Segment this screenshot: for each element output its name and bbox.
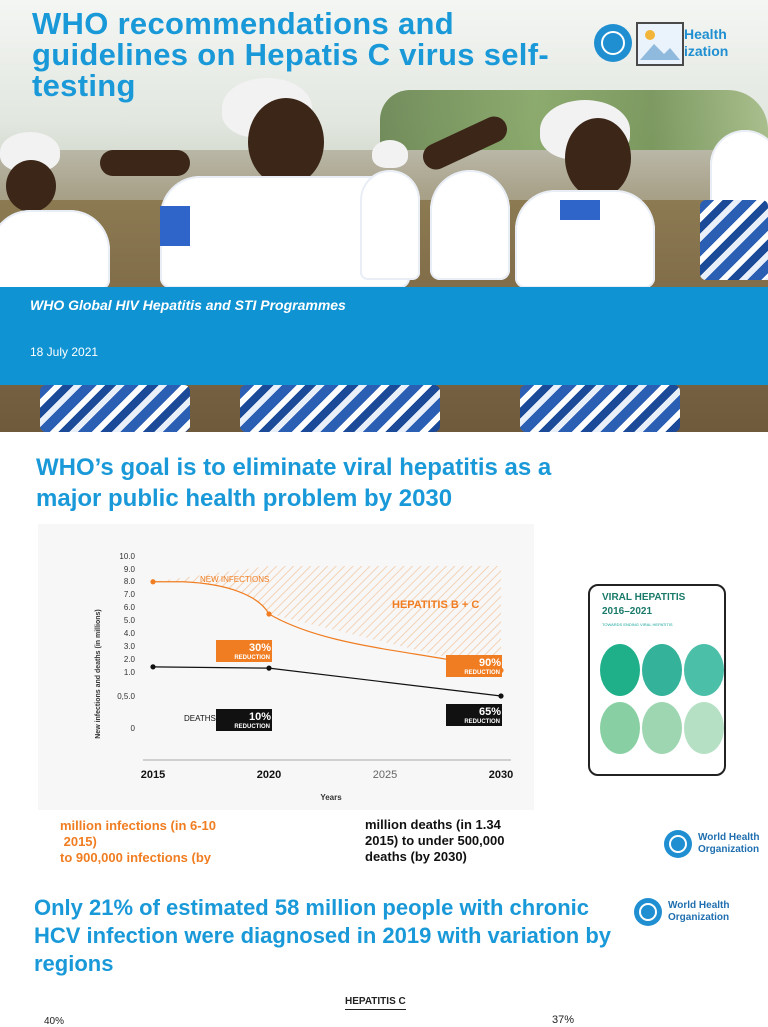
diagnosis-slide: Only 21% of estimated 58 million people … [0, 864, 768, 1027]
patterned-skirt [700, 200, 768, 280]
series-label-infections: NEW INFECTIONS [200, 575, 269, 584]
strategy-cover: VIRAL HEPATITIS 2016–2021 TOWARDS ENDING… [588, 584, 726, 776]
cover-dot [600, 644, 640, 696]
badge-death-2030-pct: 65% [479, 706, 501, 718]
deaths-note: million deaths (in 1.34 2015) to under 5… [365, 817, 505, 864]
y-tick-label: 7.0 [124, 590, 136, 599]
y-tick-label: 2.0 [124, 655, 136, 664]
who-logo-text: Health ization [684, 26, 729, 59]
y-tick-label: 3.0 [124, 642, 136, 651]
programme-name: WHO Global HIV Hepatitis and STI Program… [30, 297, 346, 313]
x-tick-label: 2025 [373, 769, 397, 781]
person-shirt [0, 210, 110, 290]
badge-death-2020-box [216, 709, 272, 731]
title-band [0, 287, 768, 385]
badge-inf-2030-text: REDUCTION [464, 670, 500, 676]
who-emblem-icon [634, 898, 662, 926]
x-tick-label: 2030 [489, 769, 513, 781]
cover-dot [642, 702, 682, 754]
data-point [498, 693, 504, 699]
infections-note: million infections (in 6-10 2015) to 900… [60, 818, 217, 865]
y-tick-label: 0 [131, 724, 136, 733]
person-face [6, 160, 56, 212]
series-line [153, 581, 502, 671]
badge-death-2020-text: REDUCTION [234, 724, 270, 730]
who-logo-text: World Health Organization [698, 832, 760, 855]
data-point [266, 611, 272, 617]
slide-title: WHO’s goal is to eliminate viral hepatit… [36, 454, 552, 512]
person-shirt [360, 170, 420, 280]
cover-title: VIRAL HEPATITIS 2016–2021 [602, 592, 686, 617]
y-tick-label: 1.0 [124, 668, 136, 677]
who-emblem-icon [664, 830, 692, 858]
data-point [150, 664, 156, 670]
person-arm [100, 150, 190, 176]
slide-title: Only 21% of estimated 58 million people … [34, 895, 612, 976]
badge-inf-2020-pct: 30% [249, 642, 271, 654]
patterned-skirt [40, 385, 190, 432]
y-tick-label: 10.0 [119, 552, 135, 561]
person-face [248, 98, 324, 186]
y-tick-label: 8.0 [124, 577, 136, 586]
badge-inf-2020-box [216, 640, 272, 662]
cover-subtitle: TOWARDS ENDING VIRAL HEPATITIS [602, 622, 673, 627]
axis-max-label: 40% [44, 1016, 65, 1027]
y-tick-label: 9.0 [124, 565, 136, 574]
presentation-date: 18 July 2021 [30, 345, 99, 359]
cover-dot [684, 702, 724, 754]
y-tick-label: 4.0 [124, 629, 136, 638]
patterned-skirt [520, 385, 680, 432]
who-logo-text: World Health Organization [668, 900, 730, 923]
who-logo: World Health Organization [664, 830, 764, 858]
who-logo: World Health Organization [634, 898, 734, 926]
cover-dot [600, 702, 640, 754]
shirt-collar [560, 200, 600, 220]
y-axis-label: New infections and deaths (in millions) [95, 609, 102, 739]
person-face [565, 118, 631, 198]
badge-inf-2020-text: REDUCTION [234, 655, 270, 661]
slide-title: WHO recommendations and guidelines on He… [32, 6, 549, 103]
badge-inf-2030-pct: 90% [479, 657, 501, 669]
badge-inf-2030-box [446, 655, 502, 677]
shirt-sleeve [160, 206, 190, 246]
patterned-skirt [240, 385, 440, 432]
elimination-chart: 10.0 9.0 8.0 7.0 6.0 5.0 4.0 3.0 2.0 1.0 0,5.0 0 201… [95, 552, 513, 802]
y-tick-label: 5.0 [124, 616, 136, 625]
badge-death-2030-text: REDUCTION [464, 719, 500, 725]
person-shirt [430, 170, 510, 280]
x-axis-label: Years [320, 793, 342, 802]
badge-death-2020-pct: 10% [249, 711, 271, 723]
goal-slide: WHO’s goal is to eliminate viral hepatit… [0, 432, 768, 865]
y-tick-label: 0,5.0 [117, 692, 135, 701]
x-tick-label: 2015 [141, 769, 165, 781]
cover-dot [684, 644, 724, 696]
x-tick-label: 2020 [257, 769, 281, 781]
person-headwrap [372, 140, 408, 168]
data-point [150, 579, 156, 585]
who-emblem-icon [594, 24, 634, 64]
bar-value-label: 37% [552, 1014, 575, 1026]
chart-annotation-hep: HEPATITIS B + C [392, 599, 479, 611]
y-tick-label: 6.0 [124, 603, 136, 612]
image-placeholder-icon [636, 22, 684, 66]
badge-death-2030-box [446, 704, 502, 726]
cover-dot [642, 644, 682, 696]
chart-label: HEPATITIS C [345, 996, 406, 1010]
data-point [266, 665, 272, 671]
hatched-area [153, 566, 501, 671]
title-slide: WHO Global HIV Hepatitis and STI Program… [0, 0, 768, 432]
series-label-deaths: DEATHS [184, 714, 216, 723]
